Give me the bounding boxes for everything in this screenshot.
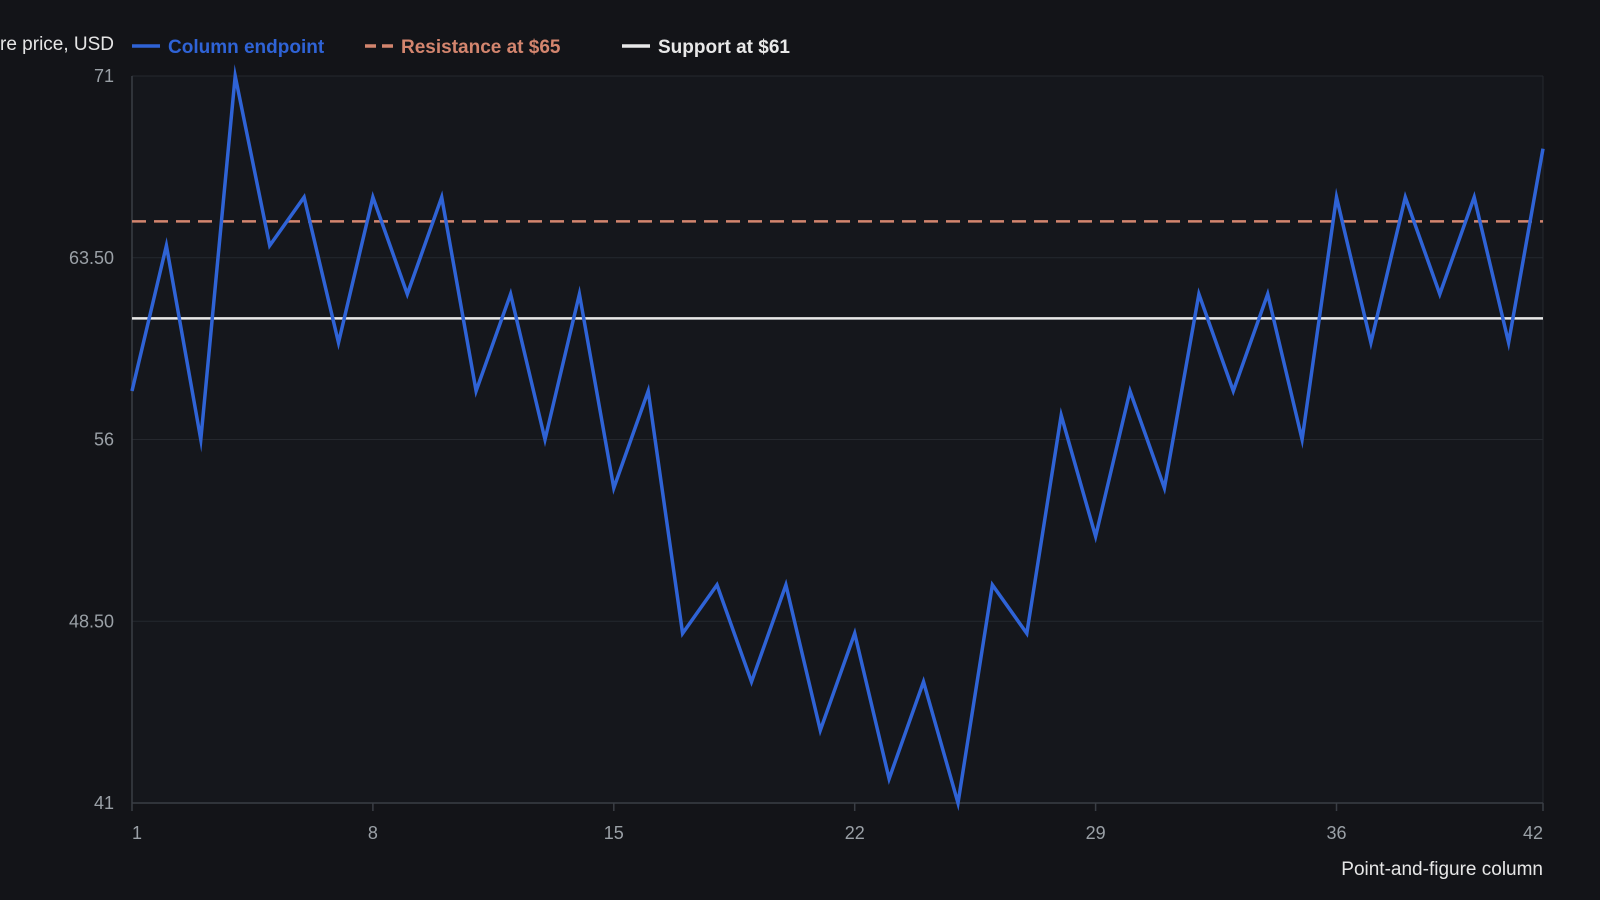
y-axis-title: re price, USD [0,34,114,55]
reference-lines [132,220,1543,320]
y-tick-label: 48.50 [69,611,114,631]
legend-item: Resistance at $65 [365,37,561,58]
y-tick-label: 63.50 [69,248,114,268]
grid [132,75,1544,803]
y-tick-label: 41 [94,793,114,813]
y-tick-label: 71 [94,66,114,86]
legend-item: Support at $61 [622,37,790,58]
x-tick-label: 36 [1326,823,1346,843]
legend: Column endpoint Resistance at $65 Support … [132,37,790,58]
legend-label: Resistance at $65 [401,37,561,58]
legend-label: Column endpoint [168,37,325,58]
y-tick-label: 56 [94,430,114,450]
legend-item: Column endpoint [132,37,325,58]
x-tick-label: 8 [368,823,378,843]
x-axis-title: Point-and-figure column [1341,859,1543,880]
x-tick-label: 29 [1086,823,1106,843]
axis-labels: re price, USD Point-and-figure column [0,34,1543,880]
x-tick-label: 15 [604,823,624,843]
axes: 41 48.50 56 63.50 71 1 8 15 22 29 36 42 [69,66,1544,843]
legend-label: Support at $61 [658,37,790,58]
x-tick-label: 42 [1523,823,1543,843]
x-tick-label: 22 [845,823,865,843]
endpoint-series-line [130,64,1545,812]
x-tick-label: 1 [132,823,142,843]
series-lines [130,64,1545,812]
